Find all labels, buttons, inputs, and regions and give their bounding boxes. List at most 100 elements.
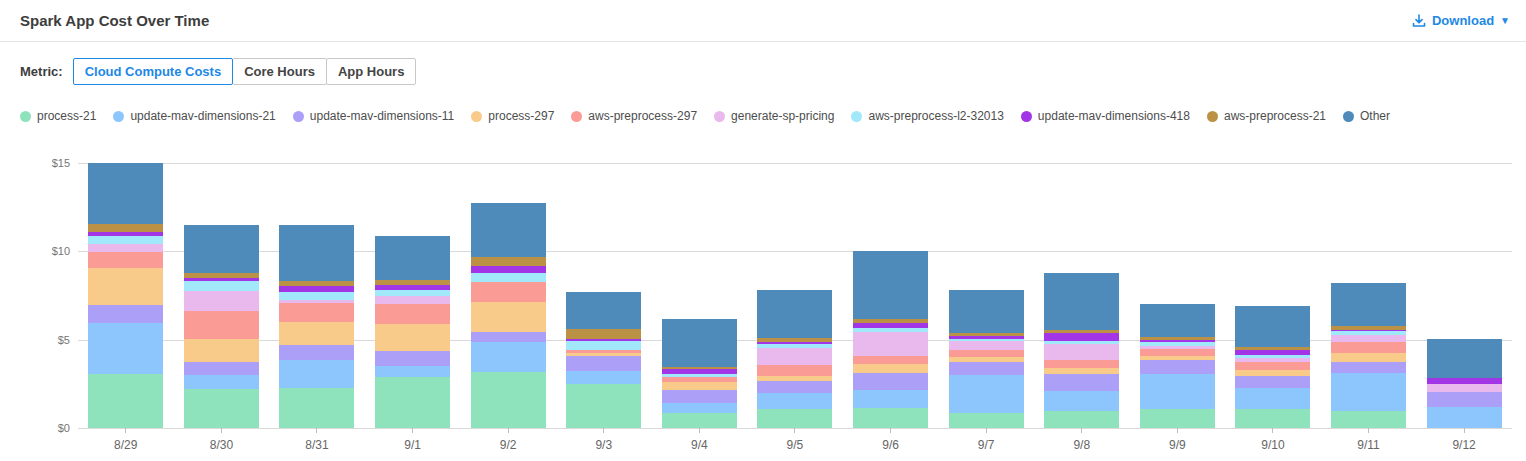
- legend-item-update-mav-dimensions-418[interactable]: update-mav-dimensions-418: [1021, 109, 1190, 123]
- bar-segment-process-21[interactable]: [1140, 409, 1215, 428]
- bar-segment-Other[interactable]: [566, 292, 641, 329]
- bar-segment-generate-sp-pricing[interactable]: [949, 341, 1024, 350]
- bar-segment-process-21[interactable]: [1331, 411, 1406, 428]
- bar-segment-Other[interactable]: [471, 203, 546, 257]
- bar-segment-Other[interactable]: [184, 225, 259, 273]
- bar-segment-process-297[interactable]: [184, 339, 259, 362]
- bar-segment-update-mav-dimensions-11[interactable]: [1140, 360, 1215, 373]
- bar-segment-process-297[interactable]: [662, 382, 737, 390]
- bar-segment-generate-sp-pricing[interactable]: [1331, 335, 1406, 342]
- metric-option-app-hours[interactable]: App Hours: [326, 58, 416, 85]
- bar-column-9/11[interactable]: [1331, 283, 1406, 428]
- bar-column-8/30[interactable]: [184, 225, 259, 428]
- bar-segment-update-mav-dimensions-11[interactable]: [853, 373, 928, 390]
- bar-segment-Other[interactable]: [1235, 306, 1310, 347]
- bar-segment-aws-preprocess-297[interactable]: [88, 252, 163, 268]
- bar-column-9/12[interactable]: [1427, 339, 1502, 428]
- bar-segment-update-mav-dimensions-418[interactable]: [471, 266, 546, 273]
- bar-column-9/9[interactable]: [1140, 304, 1215, 428]
- bar-segment-generate-sp-pricing[interactable]: [1044, 344, 1119, 360]
- bar-segment-aws-preprocess-297[interactable]: [184, 311, 259, 339]
- legend-item-aws-preprocess-l2-32013[interactable]: aws-preprocess-l2-32013: [851, 109, 1003, 123]
- bar-segment-update-mav-dimensions-11[interactable]: [949, 362, 1024, 375]
- bar-segment-update-mav-dimensions-21[interactable]: [471, 342, 546, 372]
- bar-column-9/7[interactable]: [949, 290, 1024, 428]
- bar-segment-update-mav-dimensions-418[interactable]: [279, 286, 354, 293]
- bar-segment-aws-preprocess-297[interactable]: [949, 350, 1024, 357]
- bar-segment-generate-sp-pricing[interactable]: [757, 348, 832, 365]
- bar-segment-update-mav-dimensions-11[interactable]: [662, 390, 737, 403]
- legend-item-generate-sp-pricing[interactable]: generate-sp-pricing: [714, 109, 834, 123]
- bar-segment-generate-sp-pricing[interactable]: [853, 332, 928, 356]
- bar-segment-update-mav-dimensions-21[interactable]: [1044, 391, 1119, 412]
- bar-segment-process-21[interactable]: [662, 413, 737, 428]
- metric-option-core-hours[interactable]: Core Hours: [232, 58, 327, 85]
- bar-segment-update-mav-dimensions-11[interactable]: [1331, 362, 1406, 373]
- bar-segment-update-mav-dimensions-21[interactable]: [1331, 373, 1406, 411]
- bar-column-9/10[interactable]: [1235, 306, 1310, 428]
- bar-column-9/2[interactable]: [471, 203, 546, 428]
- bar-segment-update-mav-dimensions-11[interactable]: [471, 332, 546, 342]
- legend-item-update-mav-dimensions-21[interactable]: update-mav-dimensions-21: [113, 109, 275, 123]
- bar-segment-generate-sp-pricing[interactable]: [184, 291, 259, 310]
- legend-item-update-mav-dimensions-11[interactable]: update-mav-dimensions-11: [293, 109, 455, 123]
- bar-segment-process-21[interactable]: [949, 413, 1024, 428]
- legend-item-process-21[interactable]: process-21: [20, 109, 96, 123]
- bar-segment-process-21[interactable]: [1235, 409, 1310, 428]
- bar-segment-aws-preprocess-l2-32013[interactable]: [566, 341, 641, 350]
- bar-segment-aws-preprocess-297[interactable]: [1044, 360, 1119, 368]
- bar-segment-aws-preprocess-297[interactable]: [757, 365, 832, 376]
- bar-segment-aws-preprocess-297[interactable]: [375, 304, 450, 324]
- bar-segment-update-mav-dimensions-11[interactable]: [88, 305, 163, 323]
- bar-segment-update-mav-dimensions-21[interactable]: [375, 366, 450, 377]
- bar-segment-process-297[interactable]: [853, 364, 928, 373]
- bar-segment-aws-preprocess-297[interactable]: [1235, 362, 1310, 370]
- bar-segment-Other[interactable]: [949, 290, 1024, 333]
- bar-segment-process-21[interactable]: [88, 374, 163, 428]
- metric-option-cloud-compute-costs[interactable]: Cloud Compute Costs: [73, 58, 234, 85]
- bar-segment-aws-preprocess-21[interactable]: [471, 257, 546, 266]
- bar-segment-update-mav-dimensions-418[interactable]: [1044, 333, 1119, 341]
- bar-segment-aws-preprocess-297[interactable]: [853, 356, 928, 364]
- bar-segment-generate-sp-pricing[interactable]: [375, 296, 450, 304]
- bar-segment-process-297[interactable]: [375, 324, 450, 351]
- bar-column-8/31[interactable]: [279, 225, 354, 428]
- bar-segment-update-mav-dimensions-11[interactable]: [279, 345, 354, 360]
- bar-column-9/8[interactable]: [1044, 273, 1119, 428]
- bar-segment-update-mav-dimensions-21[interactable]: [662, 403, 737, 413]
- bar-segment-update-mav-dimensions-11[interactable]: [566, 356, 641, 370]
- bar-segment-aws-preprocess-21[interactable]: [566, 329, 641, 338]
- bar-segment-Other[interactable]: [1331, 283, 1406, 326]
- bar-segment-process-297[interactable]: [1331, 353, 1406, 362]
- download-button[interactable]: Download ▼: [1412, 13, 1510, 28]
- bar-segment-update-mav-dimensions-21[interactable]: [279, 360, 354, 388]
- bar-segment-Other[interactable]: [1044, 273, 1119, 330]
- bar-segment-aws-preprocess-l2-32013[interactable]: [279, 292, 354, 300]
- bar-segment-update-mav-dimensions-11[interactable]: [1044, 374, 1119, 391]
- legend-item-process-297[interactable]: process-297: [471, 109, 554, 123]
- bar-segment-Other[interactable]: [1140, 304, 1215, 338]
- bar-segment-update-mav-dimensions-21[interactable]: [566, 371, 641, 384]
- bar-segment-process-297[interactable]: [88, 268, 163, 305]
- bar-segment-Other[interactable]: [88, 163, 163, 224]
- bar-segment-aws-preprocess-297[interactable]: [1140, 349, 1215, 356]
- bar-segment-update-mav-dimensions-21[interactable]: [184, 375, 259, 389]
- bar-segment-update-mav-dimensions-11[interactable]: [1235, 376, 1310, 388]
- bar-segment-update-mav-dimensions-21[interactable]: [1427, 407, 1502, 428]
- bar-column-9/4[interactable]: [662, 319, 737, 428]
- bar-segment-aws-preprocess-297[interactable]: [1331, 342, 1406, 353]
- bar-column-9/3[interactable]: [566, 292, 641, 428]
- bar-segment-generate-sp-pricing[interactable]: [88, 244, 163, 252]
- bar-segment-Other[interactable]: [1427, 339, 1502, 377]
- bar-segment-process-21[interactable]: [1044, 411, 1119, 428]
- bar-segment-aws-preprocess-l2-32013[interactable]: [88, 236, 163, 245]
- bar-segment-update-mav-dimensions-11[interactable]: [757, 381, 832, 393]
- legend-item-Other[interactable]: Other: [1343, 109, 1390, 123]
- bar-segment-process-21[interactable]: [757, 409, 832, 428]
- bar-segment-update-mav-dimensions-21[interactable]: [949, 375, 1024, 413]
- bar-segment-update-mav-dimensions-21[interactable]: [1235, 388, 1310, 409]
- bar-segment-Other[interactable]: [375, 236, 450, 281]
- bar-segment-Other[interactable]: [662, 319, 737, 368]
- legend-item-aws-preprocess-21[interactable]: aws-preprocess-21: [1207, 109, 1326, 123]
- bar-segment-process-21[interactable]: [566, 384, 641, 428]
